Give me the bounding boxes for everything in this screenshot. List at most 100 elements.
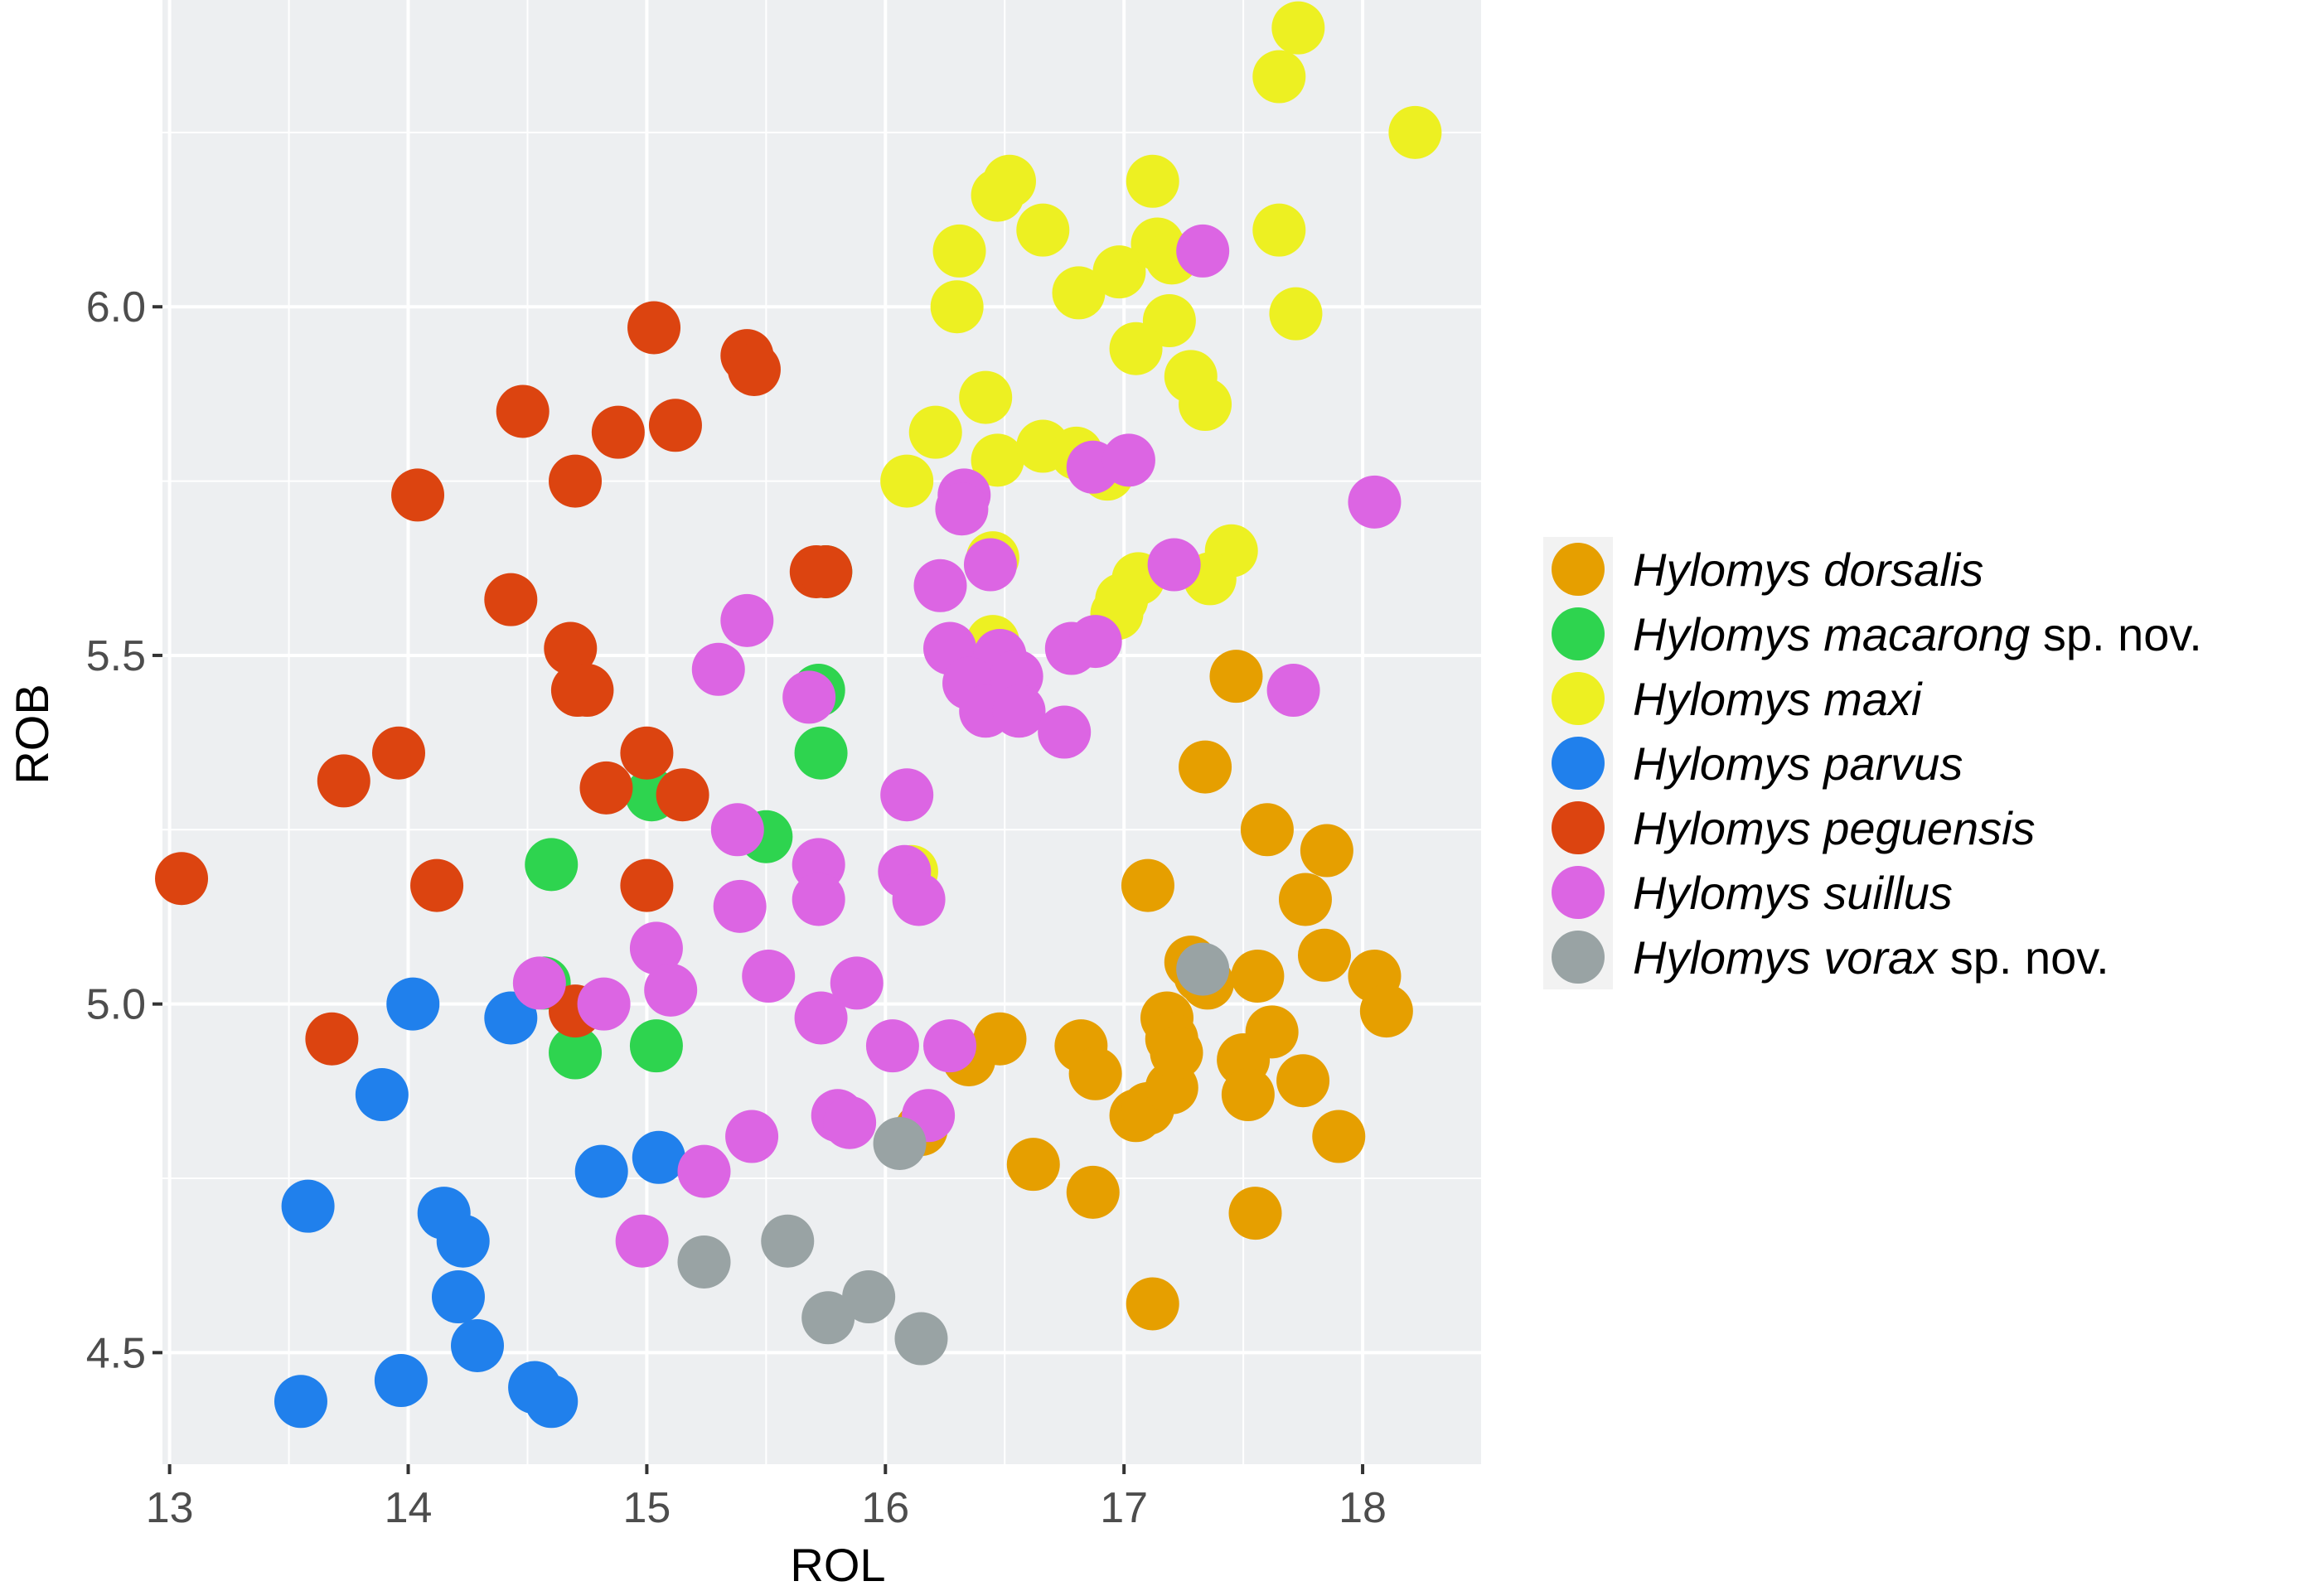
data-point [1240,803,1294,857]
data-point [1038,705,1092,759]
data-point [1266,664,1320,718]
data-point [629,921,683,975]
legend-label: Hylomys macarong sp. nov. [1633,608,2202,660]
data-point [1388,105,1442,159]
data-point [374,1354,428,1408]
legend-item: Hylomys vorax sp. nov. [1552,931,2109,984]
data-point [865,1019,919,1073]
data-point [1092,245,1146,299]
data-point [892,873,946,926]
data-point [930,280,984,334]
legend-label: Hylomys maxi [1633,673,1923,725]
legend-species-suffix: sp. nov. [2030,608,2202,660]
data-point [644,963,698,1017]
data-point [801,1291,855,1345]
data-point [274,1375,327,1429]
data-point [761,1214,815,1268]
x-tick-label: 15 [622,1484,671,1532]
legend-item: Hylomys macarong sp. nov. [1552,607,2202,660]
data-point [1016,203,1070,257]
legend-species-name: Hylomys maxi [1633,673,1923,725]
data-point [281,1179,335,1233]
data-point [525,1375,579,1429]
data-point [880,454,934,508]
data-point [525,838,579,892]
data-point [1179,378,1232,432]
data-point [1068,615,1122,669]
data-point [971,433,1024,487]
series-6 [677,942,1230,1366]
data-point [932,224,986,278]
data-point [656,768,709,822]
legend-species-name: Hylomys suillus [1633,867,1953,919]
data-point [1150,1026,1203,1080]
legend-species-name: Hylomys macarong [1633,608,2030,660]
x-tick-label: 14 [385,1484,433,1532]
data-point [1221,1068,1275,1122]
data-point [1121,858,1174,912]
legend-item: Hylomys peguensis [1552,801,2036,854]
data-point [451,1318,505,1372]
data-point [794,991,848,1045]
data-point [1252,203,1306,257]
data-point [973,1012,1027,1066]
data-point [629,1019,683,1073]
x-axis-ticks: 13 14 15 16 17 18 [146,1464,1387,1532]
legend-item: Hylomys maxi [1552,672,1923,725]
data-point [436,1214,490,1268]
data-point [873,1116,927,1170]
data-point [691,642,745,696]
data-point [1179,740,1232,794]
data-point [577,977,631,1031]
data-point [620,726,674,780]
y-tick-label: 5.5 [86,632,146,680]
data-point [1278,873,1332,926]
data-point [372,726,426,780]
legend-species-name: Hylomys peguensis [1633,802,2036,854]
x-axis-title: ROL [790,1539,885,1586]
axes: 13 14 15 16 17 18 4.5 5.0 5.5 6.0 ROL ROB [6,283,1387,1586]
data-point [823,1095,877,1149]
legend-key [1552,607,1605,660]
legend-species-name: Hylomys dorsalis [1633,544,1983,596]
data-point [1109,322,1163,375]
data-points [155,1,1442,1429]
legend-label: Hylomys peguensis [1633,802,2036,854]
data-point [1147,538,1201,592]
y-axis-ticks: 4.5 5.0 5.5 6.0 [86,283,162,1377]
x-tick-label: 13 [146,1484,194,1532]
legend-label: Hylomys suillus [1633,867,1953,919]
data-point [1209,650,1263,704]
data-point [971,168,1024,222]
data-point [648,399,702,452]
data-point [1176,942,1230,996]
legend-label: Hylomys vorax sp. nov. [1633,931,2109,984]
legend-species-suffix: sp. nov. [1937,931,2109,984]
data-point [1101,433,1155,487]
data-point [959,370,1013,424]
data-point [935,482,989,536]
legend-key [1552,866,1605,919]
data-point [742,950,796,1003]
y-tick-label: 6.0 [86,283,146,331]
data-point [830,956,884,1010]
legend: Hylomys dorsalis Hylomys macarong sp. nov… [1543,537,2202,989]
legend-key [1552,931,1605,984]
data-point [549,454,603,508]
data-point [1252,50,1306,104]
data-point [1228,1187,1282,1240]
legend-item: Hylomys parvus [1552,737,1963,790]
y-tick-label: 4.5 [86,1329,146,1377]
legend-species-name: Hylomys parvus [1633,737,1963,790]
data-point [560,664,614,718]
data-point [1300,824,1353,878]
data-point [591,405,645,459]
data-point [1068,1047,1122,1100]
data-point [1052,266,1106,320]
data-point [512,956,566,1010]
data-point [1359,984,1413,1038]
data-point [1126,1277,1179,1331]
legend-item: Hylomys dorsalis [1552,543,1983,596]
data-point [484,573,538,626]
